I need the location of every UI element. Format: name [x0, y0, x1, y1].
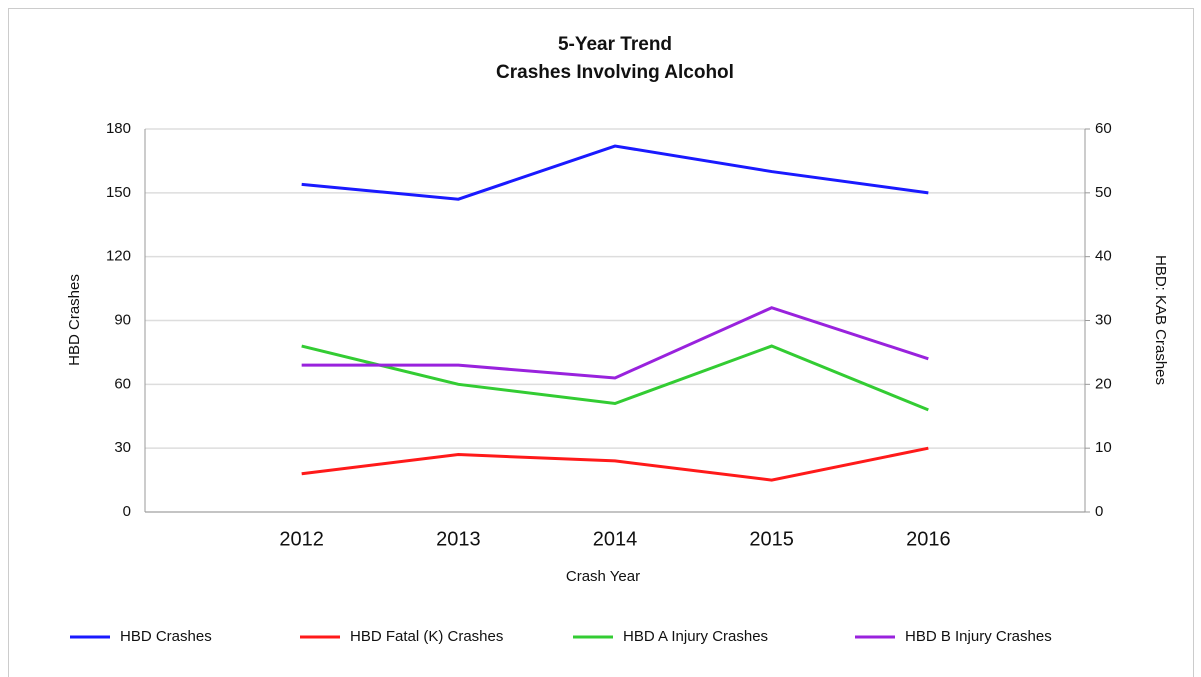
series-line [301, 344, 929, 412]
x-axis-title: Crash Year [566, 568, 640, 585]
y-tick-label: 150 [106, 184, 131, 201]
x-tick-label: 2015 [749, 528, 794, 550]
legend-label: HBD Crashes [120, 628, 212, 645]
series-line [301, 306, 929, 380]
y-tick-label: 90 [114, 311, 131, 328]
x-tick-label: 2016 [906, 528, 951, 550]
y2-tick-label: 20 [1095, 375, 1112, 392]
y-tick-label: 0 [123, 503, 131, 520]
y-tick-label: 30 [114, 439, 131, 456]
chart-subtitle: Crashes Involving Alcohol [496, 62, 734, 83]
series-line [301, 446, 929, 482]
y2-tick-label: 50 [1095, 184, 1112, 201]
x-tick-label: 2014 [593, 528, 638, 550]
y2-tick-label: 0 [1095, 503, 1103, 520]
legend-label: HBD A Injury Crashes [623, 628, 768, 645]
x-tick-label: 2013 [436, 528, 481, 550]
y-tick-label: 60 [114, 375, 131, 392]
y2-tick-label: 40 [1095, 248, 1112, 265]
legend-label: HBD B Injury Crashes [905, 628, 1052, 645]
y2-tick-label: 10 [1095, 439, 1112, 456]
y-tick-label: 180 [106, 120, 131, 137]
x-tick-label: 2012 [279, 528, 324, 550]
y2-tick-label: 30 [1095, 311, 1112, 328]
y2-axis-title: HBD: KAB Crashes [1152, 255, 1169, 385]
legend-label: HBD Fatal (K) Crashes [350, 628, 503, 645]
y2-tick-label: 60 [1095, 120, 1112, 137]
chart-title: 5-Year Trend [558, 34, 672, 55]
series-line [301, 144, 929, 201]
chart-border [8, 8, 1194, 677]
y-tick-label: 120 [106, 248, 131, 265]
y-axis-title: HBD Crashes [66, 274, 83, 366]
